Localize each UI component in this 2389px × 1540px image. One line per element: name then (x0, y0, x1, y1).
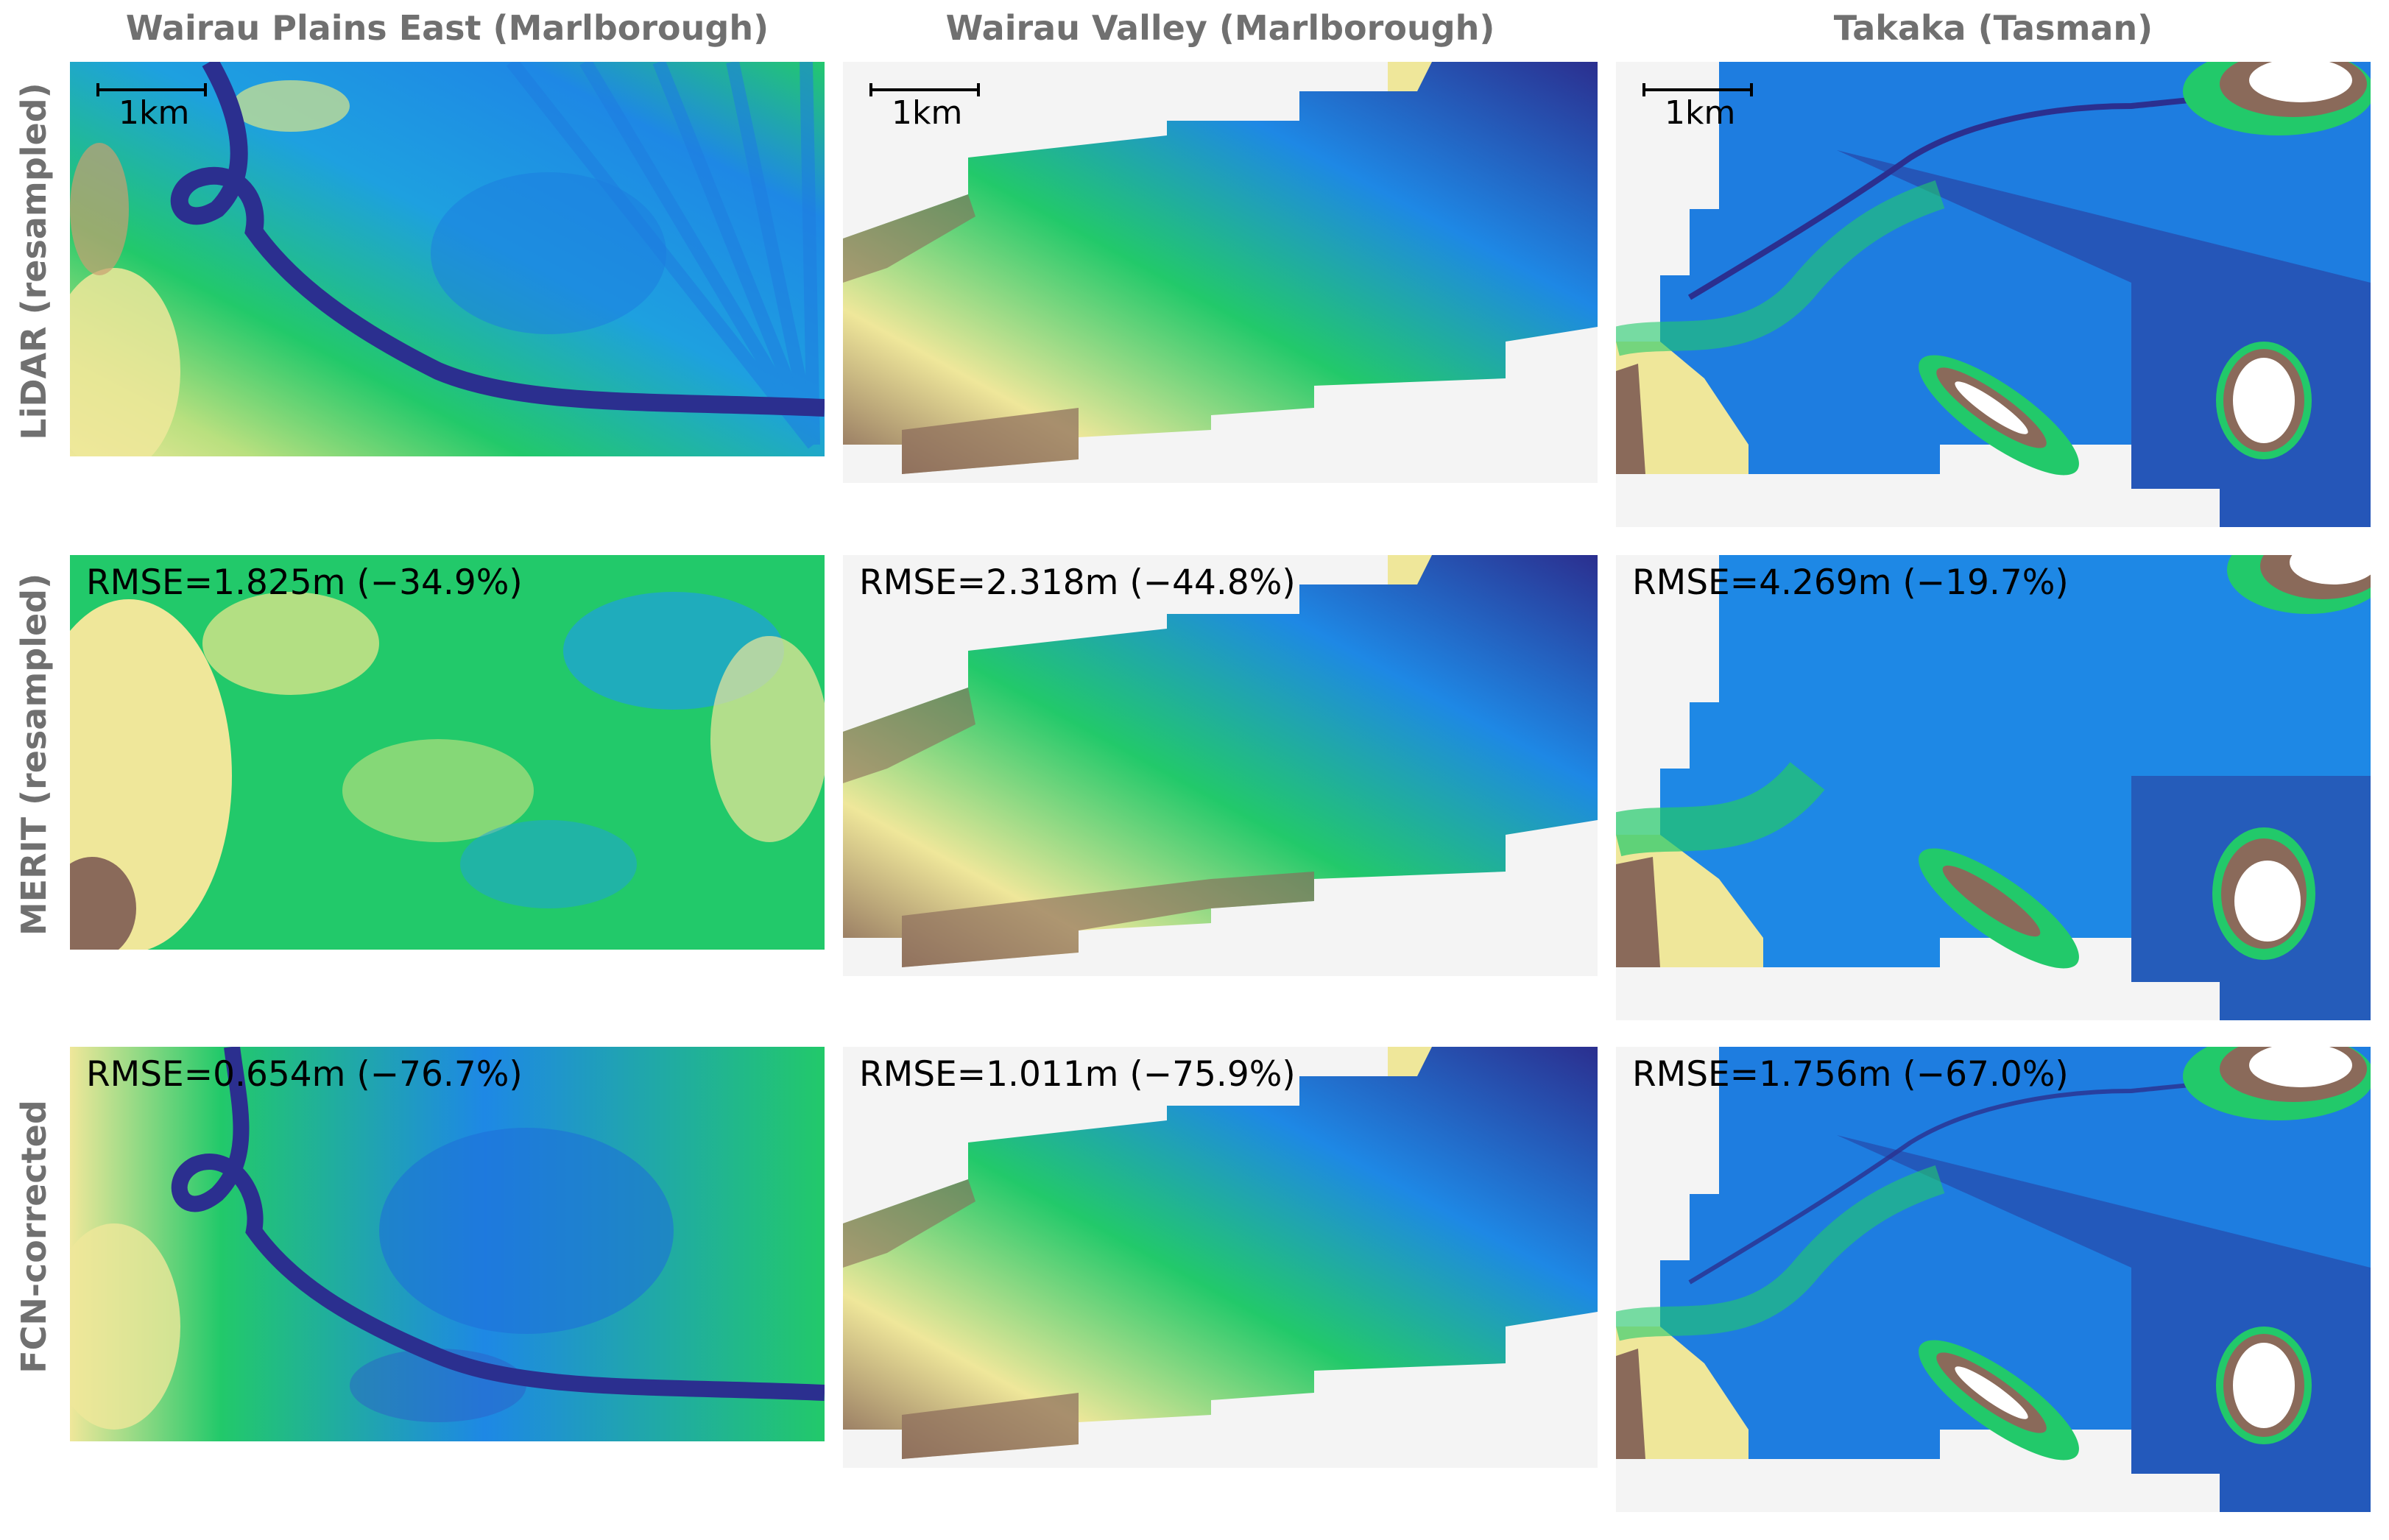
panel-fcn-wairau-valley: RMSE=1.011m (−75.9%) (843, 1047, 1598, 1468)
panel-lidar-takaka: 1km (1616, 62, 2371, 527)
scale-bar-line (1642, 83, 1753, 96)
panel-fcn-takaka: RMSE=1.756m (−67.0%) (1616, 1047, 2371, 1512)
panel-fcn-wairau-plains: RMSE=0.654m (−76.7%) (70, 1047, 825, 1441)
panel-merit-takaka: RMSE=4.269m (−19.7%) (1616, 555, 2371, 1020)
scale-bar-label: 1km (892, 94, 963, 132)
scale-bar: 1km (1642, 81, 1760, 133)
dem-image-merit-valley (843, 555, 1598, 976)
scale-bar-line (96, 83, 207, 96)
dem-image-lidar-plains (70, 62, 825, 456)
dem-image-fcn-plains (70, 1047, 825, 1441)
dem-image-lidar-valley (843, 62, 1598, 483)
dem-image-lidar-takaka (1616, 62, 2371, 527)
rmse-label: RMSE=2.318m (−44.8%) (859, 562, 1296, 603)
rmse-label: RMSE=4.269m (−19.7%) (1632, 562, 2069, 603)
panel-merit-wairau-plains: RMSE=1.825m (−34.9%) (70, 555, 825, 950)
rmse-label: RMSE=0.654m (−76.7%) (86, 1054, 523, 1095)
scale-bar-label: 1km (1665, 94, 1736, 132)
column-title-wairau-valley: Wairau Valley (Marlborough) (945, 8, 1495, 48)
panel-merit-wairau-valley: RMSE=2.318m (−44.8%) (843, 555, 1598, 976)
dem-image-fcn-takaka (1616, 1047, 2371, 1512)
rmse-label: RMSE=1.756m (−67.0%) (1632, 1054, 2069, 1095)
dem-image-fcn-valley (843, 1047, 1598, 1468)
scale-bar: 1km (96, 81, 214, 133)
scale-bar-line (869, 83, 980, 96)
panel-lidar-wairau-valley: 1km (843, 62, 1598, 483)
dem-image-merit-takaka (1616, 555, 2371, 1020)
rmse-label: RMSE=1.011m (−75.9%) (859, 1054, 1296, 1095)
column-title-takaka: Takaka (Tasman) (1833, 8, 2153, 48)
scale-bar: 1km (869, 81, 987, 133)
column-title-wairau-plains: Wairau Plains East (Marlborough) (125, 8, 769, 48)
dem-image-merit-plains (70, 555, 825, 950)
panel-lidar-wairau-plains: 1km (70, 62, 825, 456)
rmse-label: RMSE=1.825m (−34.9%) (86, 562, 523, 603)
scale-bar-label: 1km (119, 94, 190, 132)
